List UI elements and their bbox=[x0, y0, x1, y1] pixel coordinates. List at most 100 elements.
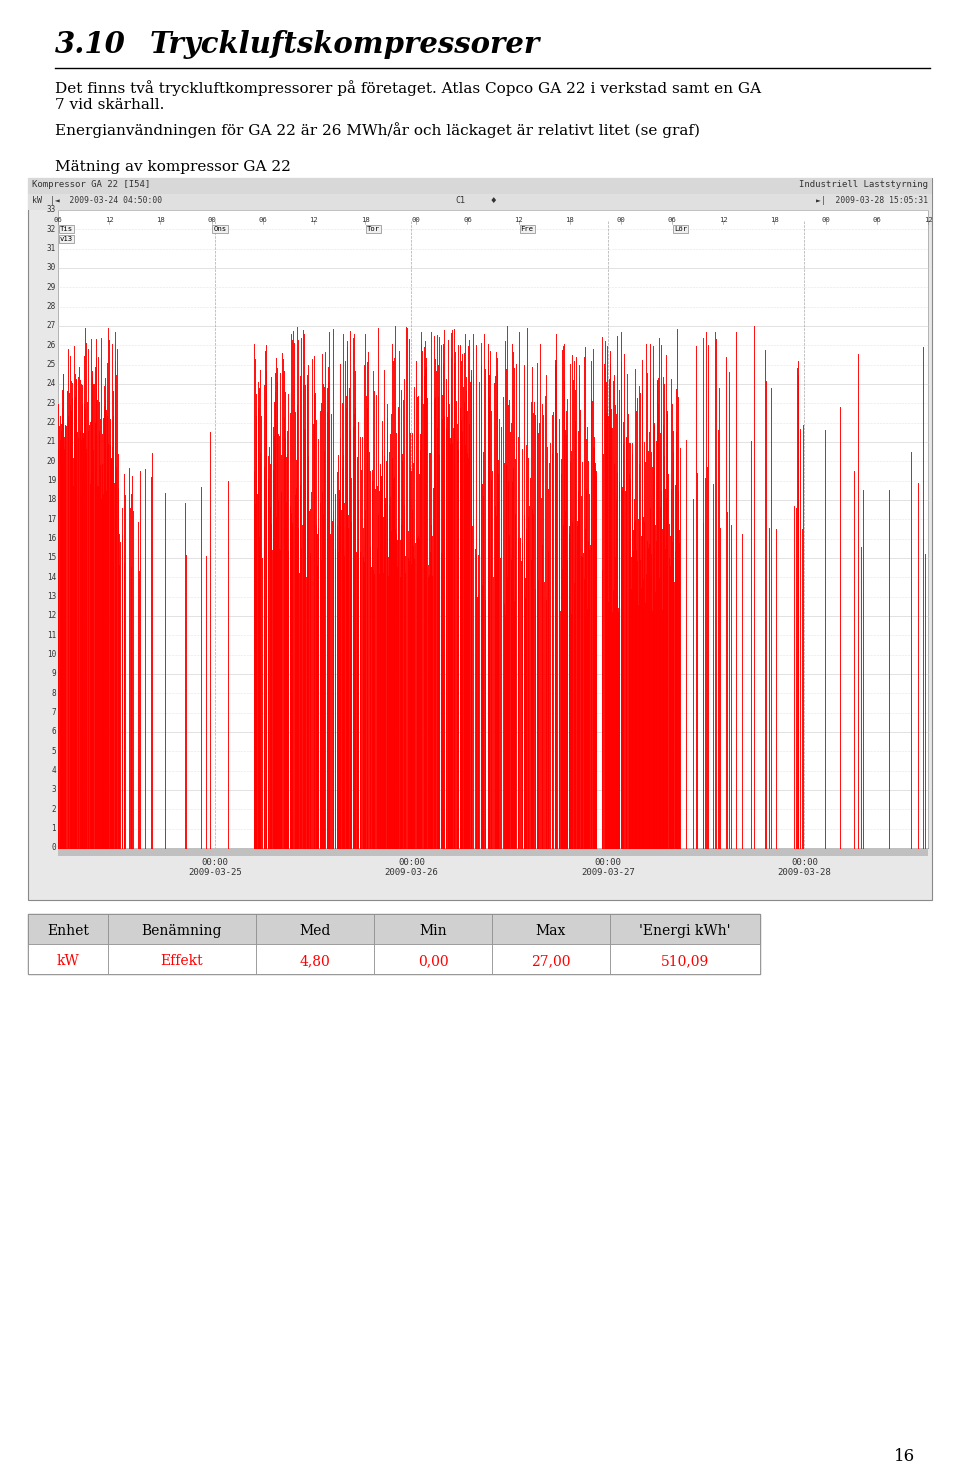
Text: 12: 12 bbox=[515, 217, 523, 223]
Bar bbox=[256, 913, 374, 944]
Text: 16: 16 bbox=[47, 534, 56, 544]
Text: Energianvändningen för GA 22 är 26 MWh/år och läckaget är relativt litet (se gra: Energianvändningen för GA 22 är 26 MWh/å… bbox=[55, 123, 700, 137]
Text: 18: 18 bbox=[361, 217, 370, 223]
Text: ►|  2009-03-28 15:05:31: ►| 2009-03-28 15:05:31 bbox=[816, 197, 928, 205]
Text: 'Energi kWh': 'Energi kWh' bbox=[639, 924, 731, 939]
Text: 12: 12 bbox=[105, 217, 113, 223]
Text: Tryckluftskompressorer: Tryckluftskompressorer bbox=[150, 30, 540, 59]
Text: Kompressor GA 22 [I54]: Kompressor GA 22 [I54] bbox=[32, 180, 151, 189]
Bar bbox=[28, 177, 932, 194]
Text: 33: 33 bbox=[47, 205, 56, 214]
Text: 3.10: 3.10 bbox=[55, 30, 126, 59]
Bar bbox=[492, 913, 610, 944]
Text: 6: 6 bbox=[52, 727, 56, 736]
Text: 00: 00 bbox=[207, 217, 216, 223]
Text: 00: 00 bbox=[412, 217, 420, 223]
Text: 20: 20 bbox=[47, 457, 56, 466]
Text: 12: 12 bbox=[924, 217, 932, 223]
Text: 7: 7 bbox=[52, 708, 56, 717]
Text: 00:00
2009-03-26: 00:00 2009-03-26 bbox=[385, 859, 439, 878]
Text: 12: 12 bbox=[309, 217, 319, 223]
Text: Min: Min bbox=[420, 924, 446, 939]
Text: 00: 00 bbox=[616, 217, 625, 223]
Text: Mätning av kompressor GA 22: Mätning av kompressor GA 22 bbox=[55, 160, 291, 174]
Bar bbox=[28, 944, 108, 974]
Text: 13: 13 bbox=[47, 593, 56, 602]
Text: 17: 17 bbox=[47, 514, 56, 523]
Text: ♦: ♦ bbox=[490, 197, 497, 205]
Text: Med: Med bbox=[300, 924, 330, 939]
Text: Effekt: Effekt bbox=[160, 953, 204, 968]
Text: C1: C1 bbox=[455, 197, 465, 205]
Text: 06: 06 bbox=[258, 217, 267, 223]
Text: 32: 32 bbox=[47, 225, 56, 234]
Text: 25: 25 bbox=[47, 361, 56, 370]
Bar bbox=[492, 944, 610, 974]
Text: 29: 29 bbox=[47, 282, 56, 291]
Text: v13: v13 bbox=[60, 236, 73, 242]
Text: 19: 19 bbox=[47, 476, 56, 485]
Bar bbox=[28, 177, 932, 900]
Text: 22: 22 bbox=[47, 418, 56, 427]
Text: Enhet: Enhet bbox=[47, 924, 89, 939]
Bar bbox=[374, 944, 492, 974]
Bar bbox=[58, 848, 928, 856]
Text: 00:00
2009-03-28: 00:00 2009-03-28 bbox=[778, 859, 831, 878]
Bar bbox=[256, 944, 374, 974]
Bar bbox=[108, 913, 256, 944]
Text: 23: 23 bbox=[47, 399, 56, 408]
Text: kW: kW bbox=[57, 953, 80, 968]
Text: 00:00
2009-03-25: 00:00 2009-03-25 bbox=[188, 859, 242, 878]
Text: |◄  2009-03-24 04:50:00: |◄ 2009-03-24 04:50:00 bbox=[50, 197, 162, 205]
Text: Tis: Tis bbox=[60, 226, 73, 232]
Text: 10: 10 bbox=[47, 650, 56, 659]
Bar bbox=[610, 913, 760, 944]
Text: Tor: Tor bbox=[367, 226, 380, 232]
Text: 16: 16 bbox=[895, 1448, 916, 1465]
Text: 9: 9 bbox=[52, 670, 56, 678]
Text: 12: 12 bbox=[719, 217, 728, 223]
Text: 4: 4 bbox=[52, 766, 56, 774]
Text: 31: 31 bbox=[47, 244, 56, 253]
Text: kW: kW bbox=[32, 197, 42, 205]
Text: 18: 18 bbox=[770, 217, 779, 223]
Text: 18: 18 bbox=[156, 217, 165, 223]
Text: 11: 11 bbox=[47, 631, 56, 640]
Text: 510,09: 510,09 bbox=[660, 953, 709, 968]
Text: 2: 2 bbox=[52, 806, 56, 814]
Text: 0: 0 bbox=[52, 844, 56, 853]
Text: 24: 24 bbox=[47, 380, 56, 389]
Text: 3: 3 bbox=[52, 785, 56, 795]
Text: Industriell Laststyrning: Industriell Laststyrning bbox=[799, 180, 928, 189]
Text: 00: 00 bbox=[821, 217, 830, 223]
Text: Ons: Ons bbox=[213, 226, 227, 232]
Text: 5: 5 bbox=[52, 746, 56, 755]
Text: 21: 21 bbox=[47, 437, 56, 446]
Text: 30: 30 bbox=[47, 263, 56, 272]
Bar bbox=[610, 944, 760, 974]
Text: 14: 14 bbox=[47, 573, 56, 582]
Text: 06: 06 bbox=[668, 217, 677, 223]
Text: Fre: Fre bbox=[520, 226, 534, 232]
Bar bbox=[28, 913, 760, 974]
Bar bbox=[28, 913, 108, 944]
Text: 0,00: 0,00 bbox=[418, 953, 448, 968]
Text: 18: 18 bbox=[565, 217, 574, 223]
Text: 28: 28 bbox=[47, 302, 56, 312]
Text: 1: 1 bbox=[52, 825, 56, 834]
Text: 18: 18 bbox=[47, 495, 56, 504]
Text: 27,00: 27,00 bbox=[531, 953, 571, 968]
Text: 27: 27 bbox=[47, 322, 56, 331]
Text: 06: 06 bbox=[873, 217, 881, 223]
Text: 15: 15 bbox=[47, 553, 56, 563]
Text: 26: 26 bbox=[47, 341, 56, 350]
Text: 8: 8 bbox=[52, 689, 56, 698]
Text: 06: 06 bbox=[54, 217, 62, 223]
Text: 06: 06 bbox=[463, 217, 471, 223]
Text: 12: 12 bbox=[47, 612, 56, 621]
Bar bbox=[108, 944, 256, 974]
Bar bbox=[28, 194, 932, 210]
Text: Max: Max bbox=[536, 924, 566, 939]
Bar bbox=[374, 913, 492, 944]
Text: 7 vid skärhall.: 7 vid skärhall. bbox=[55, 98, 164, 112]
